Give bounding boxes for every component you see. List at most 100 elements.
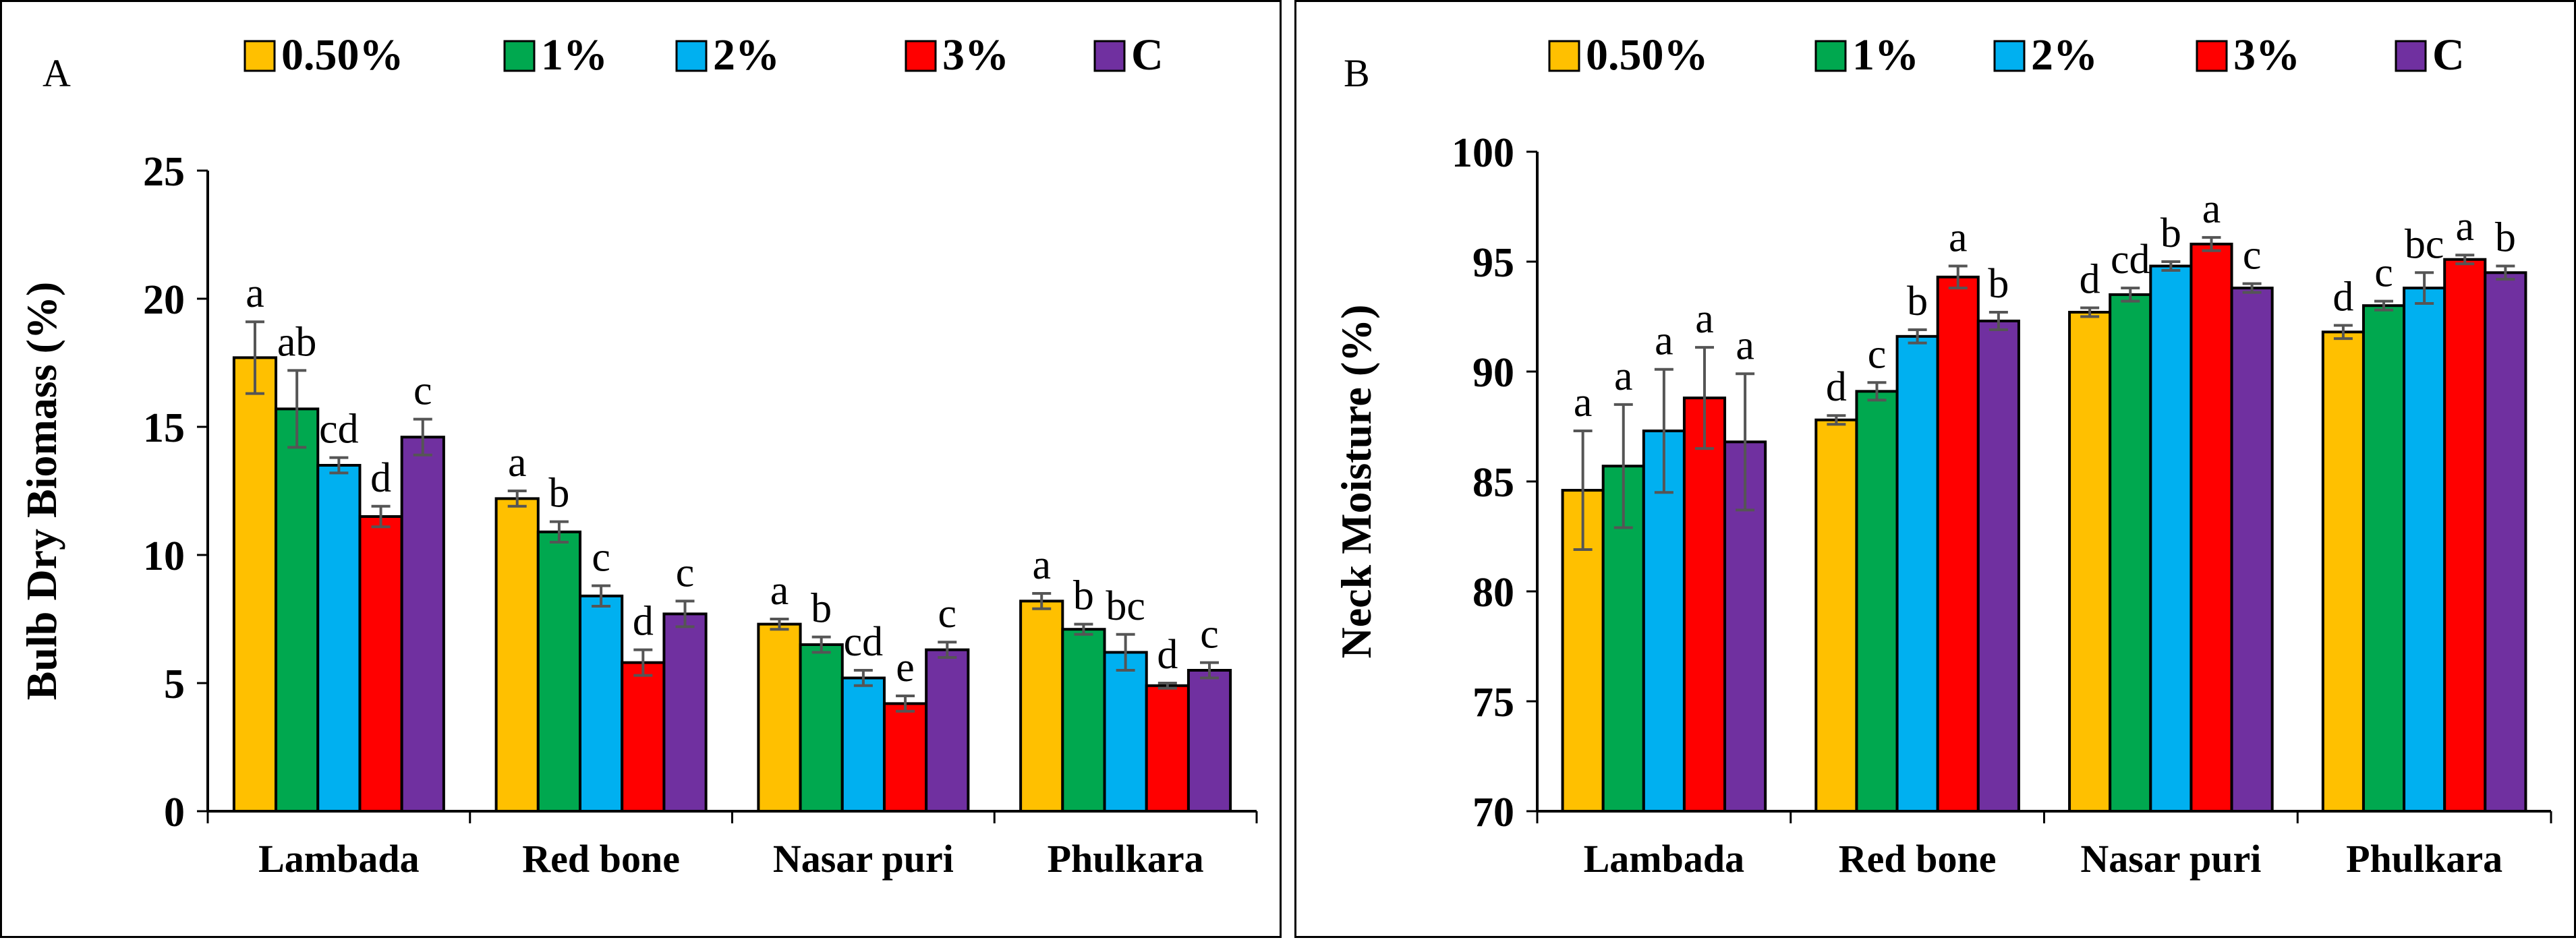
bar-lambada-2 [1642, 430, 1686, 813]
legend-swatch-3 [905, 40, 937, 72]
bar-red-bone-2 [579, 594, 624, 813]
significance-letter: cd [319, 407, 359, 452]
significance-letter: c [413, 368, 432, 414]
legend-swatch-0 [244, 40, 276, 72]
bar-nasar-puri-3 [2189, 242, 2233, 813]
y-tick-label: 0 [164, 790, 185, 835]
bar-nasar-puri-2 [2149, 264, 2193, 813]
significance-letter: c [938, 591, 957, 637]
category-label: Nasar puri [2080, 837, 2261, 881]
bar-nasar-puri-4 [2230, 287, 2274, 813]
legend-label-4: C [2432, 30, 2465, 80]
significance-letter: d [2080, 256, 2100, 302]
category-label: Lambada [1584, 837, 1745, 881]
chart-b-svg: B 0.50% 1% 2% 3% C Neck Moisture (%) 70 75 80 85 90… [1332, 30, 2552, 881]
significance-letter: bc [2405, 221, 2444, 267]
bar-phulkara-3 [2443, 258, 2487, 813]
bar-nasar-puri-0 [2068, 310, 2112, 813]
bar-phulkara-4 [1186, 669, 1232, 813]
significance-letter: a [2202, 186, 2221, 232]
bar-phulkara-3 [1145, 684, 1190, 813]
bar-red-bone-3 [621, 661, 666, 813]
bar-lambada-3 [1682, 396, 1727, 813]
y-axis-label: Neck Moisture (%) [1332, 305, 1380, 659]
significance-letter: b [1073, 573, 1094, 619]
legend-label-3: 3% [942, 30, 1009, 80]
significance-letter: a [1949, 215, 1968, 261]
y-tick-label: 5 [164, 662, 185, 707]
significance-letter: a [508, 440, 527, 486]
significance-letter: e [896, 645, 915, 691]
legend-label-1: 1% [541, 30, 608, 80]
significance-letter: c [1868, 331, 1887, 377]
bar-phulkara-0 [1019, 599, 1064, 813]
significance-letter: cd [2111, 237, 2150, 283]
bar-phulkara-0 [2321, 330, 2365, 813]
y-tick-label: 100 [1452, 130, 1514, 176]
significance-letter: c [2374, 250, 2393, 296]
bar-phulkara-2 [2403, 287, 2446, 813]
significance-letter: a [1032, 542, 1051, 588]
y-tick-label: 10 [143, 533, 185, 579]
significance-letter: b [2160, 210, 2181, 256]
bar-lambada-2 [316, 464, 362, 813]
significance-letter: cd [844, 619, 884, 665]
significance-letter: b [1907, 278, 1928, 324]
chart-a-svg: A 0.50% 1% 2% 3% C Bulb Dry Biomass (%) 0 5 10 15 2… [18, 30, 1258, 881]
bar-red-bone-0 [1814, 418, 1858, 813]
category-label: Nasar puri [773, 837, 954, 881]
y-tick-label: 70 [1472, 790, 1514, 835]
legend-label-3: 3% [2233, 30, 2300, 80]
category-label: Lambada [258, 837, 420, 881]
significance-letter: d [370, 455, 391, 501]
legend-swatch-1 [1814, 40, 1847, 72]
legend-swatch-0 [1548, 40, 1580, 72]
legend-label-0: 0.50% [1586, 30, 1709, 80]
y-tick-label: 25 [143, 149, 185, 195]
significance-letter: a [1614, 353, 1633, 399]
bar-nasar-puri-3 [882, 702, 928, 813]
significance-letter: b [811, 586, 832, 632]
bar-lambada-1 [275, 407, 320, 813]
legend-label-2: 2% [713, 30, 780, 80]
legend-swatch-4 [1093, 40, 1126, 72]
bar-red-bone-0 [494, 497, 540, 813]
significance-letter: bc [1106, 583, 1145, 629]
legend-swatch-1 [503, 40, 536, 72]
significance-letter: d [633, 599, 654, 645]
significance-letter: a [770, 568, 789, 614]
significance-letter: c [1200, 612, 1219, 657]
bar-lambada-4 [400, 436, 445, 813]
category-label: Red bone [1839, 837, 1997, 881]
bar-nasar-puri-1 [2109, 293, 2152, 813]
bar-phulkara-1 [1061, 628, 1106, 813]
significance-letter: d [1826, 364, 1847, 410]
category-label: Phulkara [2346, 837, 2502, 881]
legend-swatch-2 [1993, 40, 2026, 72]
chart-panel-b: B 0.50% 1% 2% 3% C Neck Moisture (%) 70 75 80 85 90… [1294, 0, 2576, 938]
significance-letter: c [676, 550, 695, 595]
bar-phulkara-2 [1103, 651, 1148, 813]
bar-lambada-0 [232, 356, 278, 813]
bar-red-bone-1 [1855, 390, 1899, 813]
panel-label: B [1344, 51, 1370, 95]
significance-letter: b [2495, 215, 2516, 261]
significance-letter: d [1157, 632, 1178, 678]
bar-phulkara-4 [2484, 271, 2527, 813]
legend-swatch-2 [675, 40, 708, 72]
panel-label: A [42, 51, 71, 95]
bar-red-bone-1 [536, 530, 582, 813]
y-tick-label: 85 [1472, 460, 1514, 506]
significance-letter: c [2243, 233, 2262, 278]
category-label: Red bone [522, 837, 680, 881]
significance-letter: c [592, 535, 610, 581]
significance-letter: b [548, 471, 569, 517]
bar-red-bone-4 [1976, 320, 2020, 813]
bar-red-bone-2 [1895, 334, 1939, 813]
bar-nasar-puri-2 [840, 676, 886, 813]
bar-nasar-puri-4 [925, 648, 970, 813]
bar-red-bone-3 [1936, 275, 1980, 813]
significance-letter: a [1655, 318, 1673, 364]
y-tick-label: 15 [143, 405, 185, 451]
y-axis-label: Bulb Dry Biomass (%) [18, 282, 65, 701]
